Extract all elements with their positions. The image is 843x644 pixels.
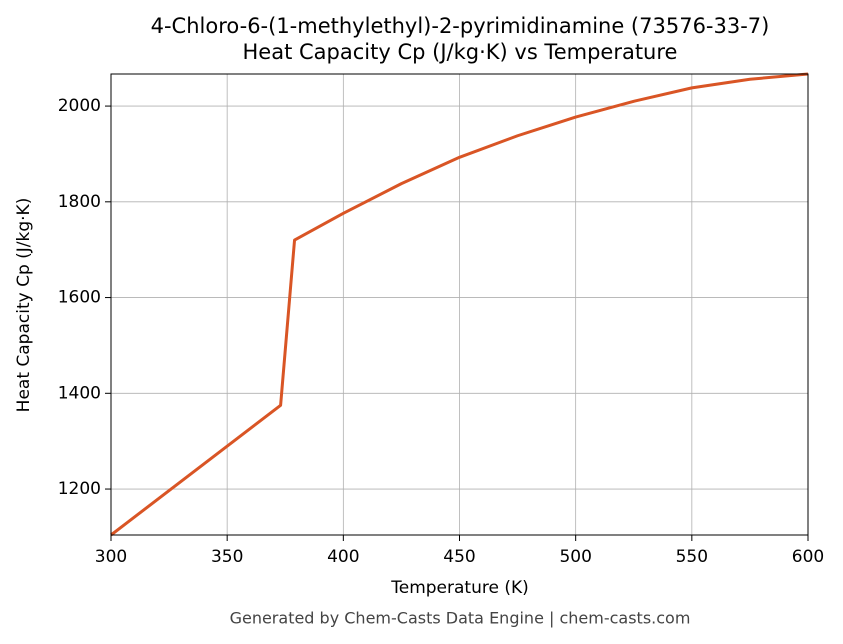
chart-subtitle: Heat Capacity Cp (J/kg·K) vs Temperature — [243, 40, 678, 64]
y-tick-label: 1400 — [58, 383, 101, 403]
y-tick-label: 1800 — [58, 192, 101, 212]
x-tick-label: 450 — [443, 547, 475, 567]
x-tick-label: 350 — [211, 547, 243, 567]
x-axis-label: Temperature (K) — [390, 578, 529, 598]
chart-title: 4-Chloro-6-(1-methylethyl)-2-pyrimidinam… — [151, 14, 770, 38]
x-tick-label: 600 — [792, 547, 824, 567]
y-axis-label: Heat Capacity Cp (J/kg·K) — [14, 198, 34, 413]
x-tick-label: 550 — [676, 547, 708, 567]
y-tick-label: 1200 — [58, 479, 101, 499]
x-tick-label: 400 — [327, 547, 359, 567]
x-tick-label: 300 — [95, 547, 127, 567]
y-tick-label: 1600 — [58, 288, 101, 308]
footer: Generated by Chem-Casts Data Engine | ch… — [230, 609, 691, 628]
plot-frame — [110, 73, 809, 536]
x-tick-label: 500 — [559, 547, 591, 567]
y-tick-label: 2000 — [58, 96, 101, 116]
data-line — [110, 72, 809, 537]
